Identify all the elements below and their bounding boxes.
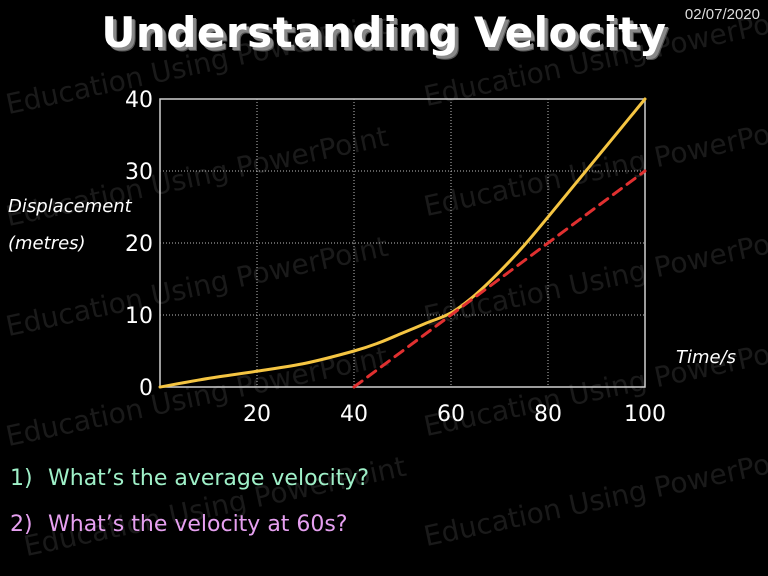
y-tick-label: 0	[139, 376, 153, 401]
question-number: 1)	[10, 466, 33, 491]
x-tick-label: 20	[243, 402, 271, 427]
y-axis-label-line-2: (metres)	[8, 233, 86, 254]
x-tick-label: 100	[624, 402, 666, 427]
y-tick-labels: 0 10 20 30 40	[125, 88, 153, 401]
y-axis-label-line-1: Displacement	[8, 196, 132, 217]
displacement-curve	[158, 97, 647, 389]
question-1: 1) What’s the average velocity?	[10, 466, 369, 491]
slide-date: 02/07/2020	[684, 6, 760, 23]
slide-title: Understanding Velocity	[101, 8, 667, 57]
y-tick-label: 30	[125, 160, 153, 185]
y-tick-label: 20	[125, 232, 153, 257]
x-tick-label: 80	[534, 402, 562, 427]
question-number: 2)	[10, 512, 33, 537]
y-tick-label: 40	[125, 88, 153, 113]
question-text: What’s the average velocity?	[48, 466, 370, 491]
question-2: 2) What’s the velocity at 60s?	[10, 512, 348, 537]
x-tick-label: 40	[340, 402, 368, 427]
x-axis-label: Time/s	[676, 347, 737, 368]
x-tick-labels: 20 40 60 80 100	[243, 402, 666, 427]
y-tick-label: 10	[125, 304, 153, 329]
series-lines	[158, 97, 647, 389]
question-text: What’s the velocity at 60s?	[48, 512, 348, 537]
tangent-line	[352, 169, 647, 389]
x-tick-label: 60	[437, 402, 465, 427]
grid	[160, 99, 645, 387]
